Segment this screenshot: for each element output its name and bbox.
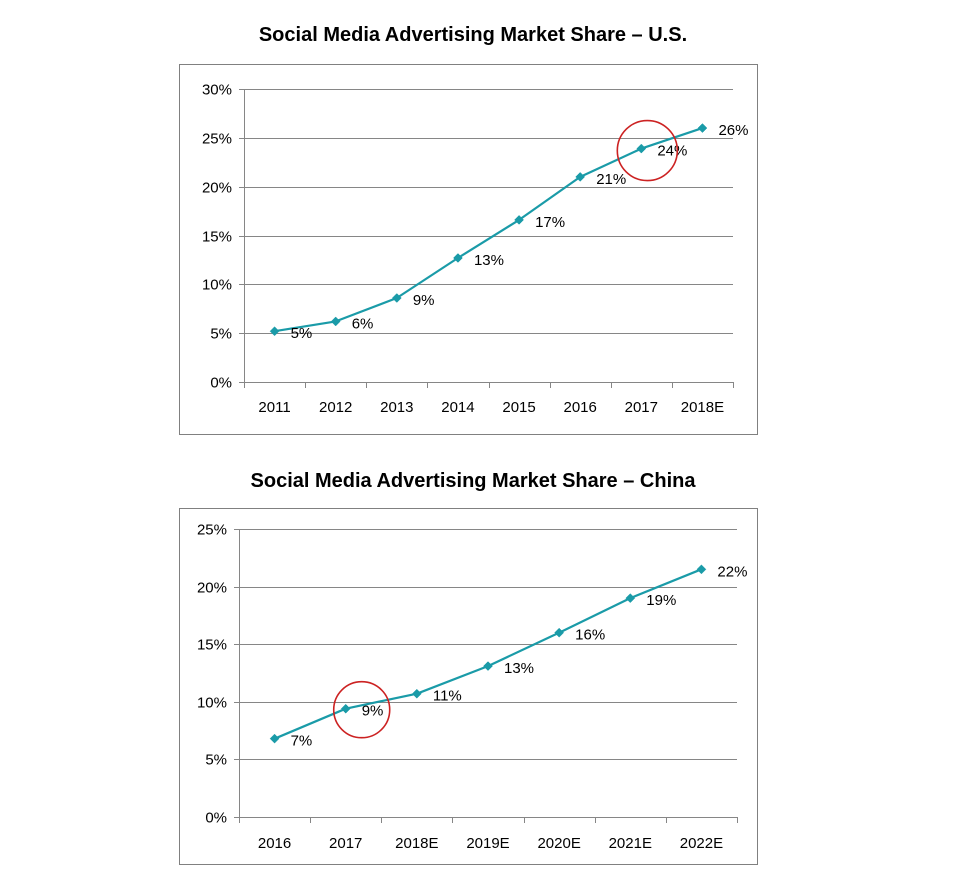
china-market-share-chart: Social Media Advertising Market Share – … [0,445,960,893]
us-data-label: 21% [596,171,626,188]
us-x-tick-label: 2017 [625,399,658,416]
us-series-line [274,127,703,333]
us-x-tick-label: 2015 [502,399,535,416]
china-y-tick-label: 0% [205,810,227,827]
china-x-tick-label: 2022E [680,835,723,852]
china-data-point [696,564,707,575]
us-data-label: 24% [657,143,687,160]
china-data-label: 13% [504,660,534,677]
china-x-tick-label: 2018E [395,835,438,852]
us-y-tick-label: 0% [210,375,232,392]
china-chart-title: Social Media Advertising Market Share – … [250,470,696,492]
china-data-point [554,627,564,638]
china-y-tick-label: 10% [197,695,227,712]
us-y-tick-label: 30% [202,82,232,99]
china-data-label: 9% [362,703,384,720]
us-data-point [697,123,708,133]
china-data-label: 22% [717,563,747,580]
us-data-point [330,316,341,327]
china-series-line [274,568,702,740]
china-data-label: 7% [291,733,313,750]
us-data-label: 26% [718,122,748,139]
china-y-tick-label: 5% [205,752,227,769]
us-data-point [453,253,463,263]
us-data-label: 6% [352,315,374,332]
china-x-tick-label: 2021E [609,835,652,852]
us-x-tick-label: 2012 [319,399,352,416]
china-x-tick-label: 2019E [466,835,509,852]
us-data-point [514,215,524,225]
china-data-point [625,593,636,603]
us-x-tick-label: 2011 [258,399,290,416]
china-data-label: 11% [433,688,462,705]
us-data-label: 9% [413,292,435,309]
us-chart-frame [179,64,758,435]
us-x-tick-label: 2018E [681,399,724,416]
us-y-tick-label: 5% [210,326,232,343]
us-market-share-chart: Social Media Advertising Market Share – … [0,0,960,445]
china-y-tick-label: 20% [197,580,227,597]
china-x-tick-label: 2016 [258,835,291,852]
china-data-point [340,703,351,714]
us-data-point [636,143,647,154]
us-data-label: 5% [291,325,313,342]
china-data-label: 16% [575,627,605,644]
us-data-point [391,293,402,303]
us-data-label: 13% [474,252,504,269]
china-x-tick-label: 2017 [329,835,362,852]
china-data-label: 19% [646,592,676,609]
us-y-tick-label: 15% [202,229,232,246]
china-y-tick-label: 25% [197,522,227,539]
china-y-tick-label: 15% [197,637,227,654]
us-y-tick-label: 10% [202,277,232,294]
us-data-point [269,326,280,337]
us-y-tick-label: 25% [202,131,232,148]
us-x-tick-label: 2014 [441,399,474,416]
us-data-label: 17% [535,214,565,231]
china-data-point [412,688,422,699]
china-data-point [269,733,280,744]
us-data-point [575,172,586,182]
china-data-point [483,661,493,671]
china-x-tick-label: 2020E [537,835,580,852]
us-highlight-circle [616,119,679,182]
us-chart-title: Social Media Advertising Market Share – … [258,24,688,46]
us-x-tick-label: 2016 [564,399,597,416]
china-highlight-circle [332,680,391,739]
us-x-tick-label: 2013 [380,399,413,416]
china-chart-plot: 0% 5% 10% 15% 20% 25% 2016 2017 2018E 2019E 2020E 2… [179,508,758,865]
china-chart-frame [179,508,758,865]
us-y-tick-label: 20% [202,180,232,197]
us-chart-plot: 0% 5% 10% 15% 20% 25% 30% 2011 2012 2013 2014 2015 2… [179,64,758,435]
